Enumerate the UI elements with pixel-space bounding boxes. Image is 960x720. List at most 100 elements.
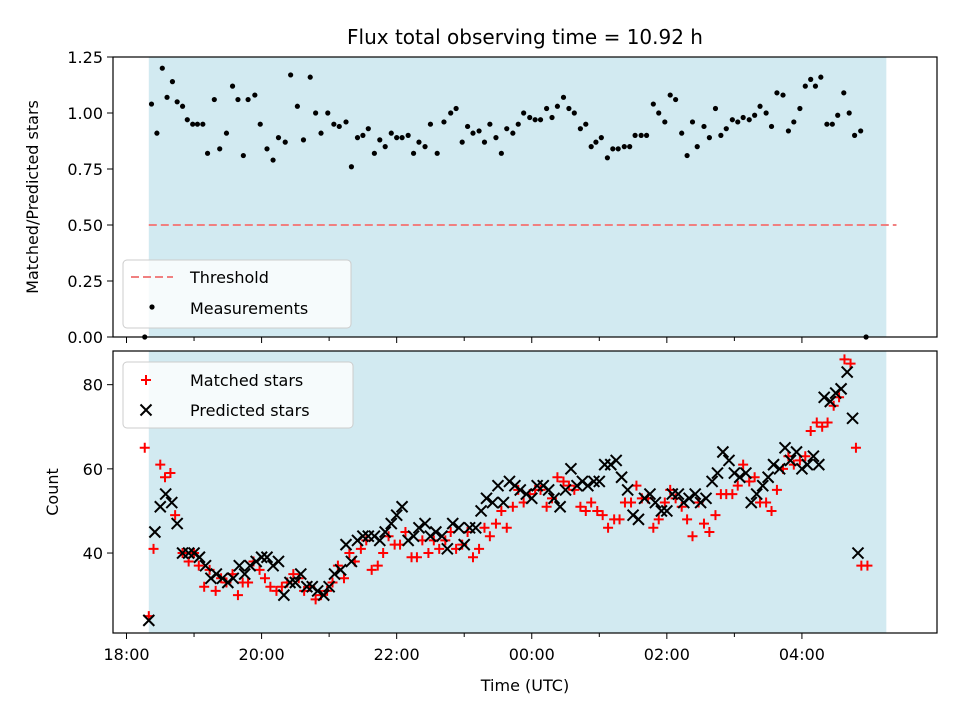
y-axis-label: Matched/Predicted stars — [23, 100, 42, 294]
measurement-point — [399, 135, 405, 141]
predicted-point — [373, 534, 386, 547]
y-tick-label: 0.00 — [67, 328, 103, 347]
predicted-point — [643, 487, 657, 501]
measurement-point — [785, 128, 792, 134]
predicted-point — [170, 517, 184, 530]
matched-point — [378, 548, 389, 559]
measurement-point — [673, 96, 679, 103]
matched-point — [160, 472, 171, 483]
matched-point — [355, 543, 366, 554]
predicted-point — [824, 395, 837, 408]
matched-point — [698, 518, 709, 529]
matched-point — [738, 459, 749, 470]
predicted-point — [238, 567, 251, 581]
y-tick-label: 40 — [83, 544, 103, 563]
predicted-point — [356, 529, 370, 543]
measurement-point — [712, 105, 719, 112]
predicted-point — [210, 567, 223, 581]
measurement-point — [252, 92, 258, 98]
predicted-point — [790, 445, 803, 459]
predicted-point — [255, 551, 268, 564]
matched-point — [682, 514, 693, 525]
matched-point — [659, 497, 670, 508]
measurement-point — [200, 121, 206, 127]
matched-point — [811, 417, 822, 428]
matched-point — [155, 459, 166, 470]
predicted-point — [339, 538, 353, 551]
matched-point — [597, 510, 608, 521]
predicted-point — [801, 458, 814, 471]
predicted-point — [716, 445, 730, 459]
measurement-point — [802, 83, 808, 89]
measurement-point — [325, 110, 331, 116]
predicted-point — [739, 466, 753, 480]
measurement-point — [740, 114, 746, 121]
predicted-point — [722, 454, 736, 467]
predicted-point — [778, 441, 792, 455]
measurement-point — [211, 96, 217, 103]
legend-matched-swatch — [141, 375, 151, 385]
matched-point — [575, 501, 586, 512]
matched-point — [434, 543, 445, 554]
measurement-point — [382, 144, 388, 150]
matched-point — [614, 514, 625, 525]
predicted-point — [688, 487, 702, 501]
predicted-point — [733, 471, 746, 484]
measurement-point — [684, 152, 690, 159]
matched-point — [259, 573, 270, 584]
measurement-point — [689, 119, 696, 125]
measurement-point — [441, 119, 447, 125]
predicted-point — [773, 462, 786, 476]
legend-box — [122, 259, 352, 329]
matched-point — [744, 476, 755, 487]
measurement-point — [829, 121, 835, 127]
matched-point — [372, 560, 383, 571]
predicted-point — [334, 563, 347, 577]
measurement-point — [598, 135, 604, 141]
measurement-point — [470, 130, 476, 136]
matched-point — [484, 531, 495, 542]
measurement-point — [318, 130, 324, 136]
measurement-point — [354, 135, 361, 141]
predicted-point — [378, 525, 392, 539]
measurement-point — [701, 123, 707, 130]
x-tick-label: 20:00 — [239, 645, 285, 664]
measurement-point — [464, 123, 471, 130]
predicted-point — [452, 521, 466, 534]
matched-point — [771, 484, 782, 495]
matched-point — [165, 468, 176, 479]
predicted-point — [497, 496, 510, 509]
measurement-point — [331, 121, 337, 127]
measurement-point — [434, 150, 440, 156]
measurement-point — [275, 135, 282, 141]
measurement-point — [307, 74, 313, 80]
measurement-point — [515, 121, 521, 127]
measurement-point — [229, 83, 236, 89]
predicted-point — [761, 471, 775, 484]
measurement-point — [706, 135, 712, 141]
legend-box — [122, 361, 354, 429]
predicted-point — [272, 555, 285, 568]
measurement-point — [735, 119, 741, 125]
legend-predicted-swatch — [139, 403, 153, 417]
measurement-point — [164, 94, 170, 100]
measurement-point — [427, 121, 434, 127]
matched-point — [822, 417, 833, 428]
measurement-point — [763, 110, 769, 116]
predicted-point — [807, 450, 820, 463]
measurement-point — [154, 130, 160, 136]
legend-measurement-swatch — [149, 304, 155, 310]
measurement-point — [544, 105, 550, 112]
matched-point — [839, 354, 850, 365]
predicted-point — [277, 588, 291, 602]
measurement-point — [554, 103, 561, 109]
measurement-point — [638, 132, 644, 138]
matched-point — [558, 476, 569, 487]
y-axis-label: Count — [43, 468, 62, 516]
y-tick-label: 0.50 — [67, 216, 103, 235]
predicted-point — [834, 382, 848, 396]
predicted-point — [564, 462, 578, 476]
measurement-point — [566, 105, 572, 112]
matched-point — [411, 552, 422, 563]
x-tick-label: 22:00 — [374, 645, 420, 664]
